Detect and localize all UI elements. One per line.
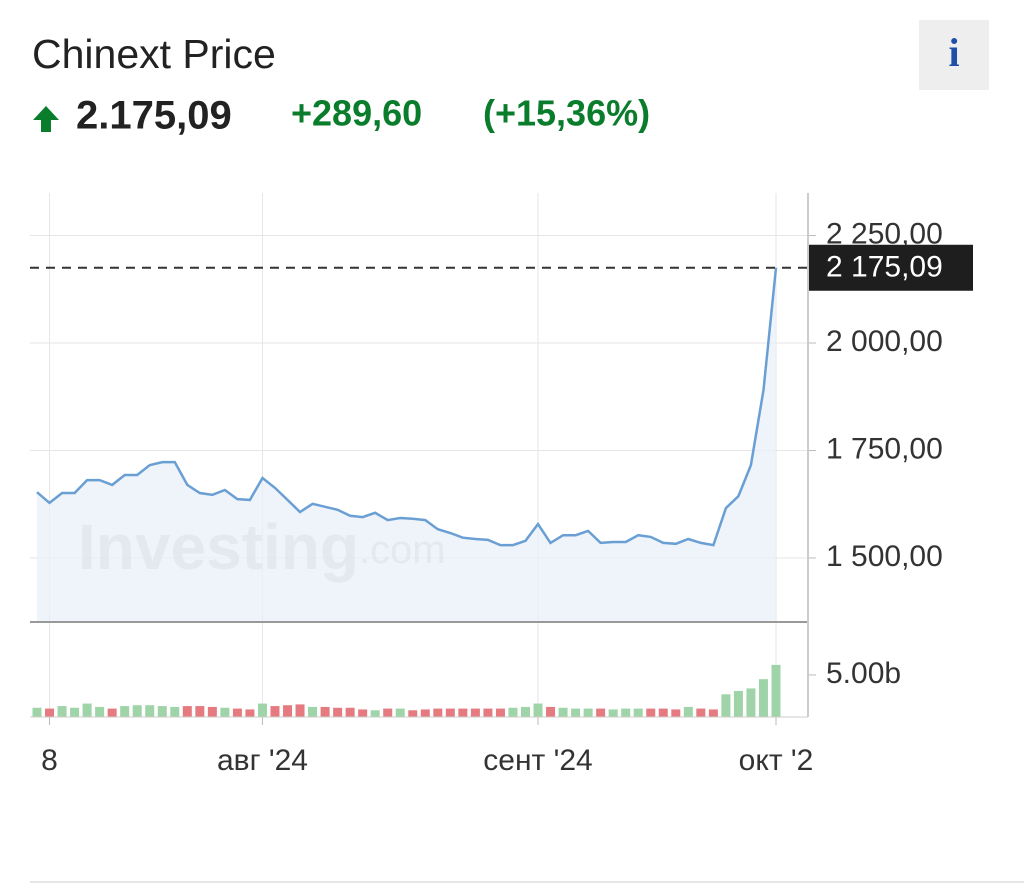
volume-bar: [370, 710, 380, 717]
volume-bar: [220, 707, 230, 717]
change: +289,60: [291, 93, 422, 134]
volume-bar: [533, 703, 543, 717]
info-button[interactable]: [919, 20, 989, 90]
last-price-box: [808, 244, 973, 291]
volume-bar: [283, 705, 293, 717]
volume-bar: [571, 708, 581, 717]
x-tick-label: окт '2: [739, 744, 814, 777]
volume-bar: [257, 703, 267, 717]
volume-bar: [546, 706, 556, 717]
price-line: [36, 267, 778, 547]
volume-bar: [733, 690, 743, 717]
volume-bar: [132, 705, 142, 717]
volume-bar: [82, 703, 92, 717]
volume-bar: [420, 709, 430, 717]
volume-bar: [721, 694, 731, 717]
y-tick-label: 2 000,00: [826, 325, 943, 358]
volume-bar: [182, 706, 192, 717]
volume-bar: [320, 706, 330, 717]
volume-bar: [145, 705, 155, 717]
volume-bar: [433, 708, 443, 717]
volume-bar: [57, 706, 67, 717]
volume-bar: [608, 709, 618, 717]
volume-bar: [458, 708, 468, 717]
volume-bar: [195, 706, 205, 717]
volume-bar: [120, 706, 130, 717]
volume-bar: [758, 679, 768, 717]
volume-bar: [583, 708, 593, 717]
volume-bar: [558, 707, 568, 717]
volume-bar: [658, 708, 668, 717]
volume-bar: [470, 708, 480, 717]
volume-bar: [621, 708, 631, 717]
volume-bar: [646, 708, 656, 717]
y2-tick-label: 5.00b: [826, 657, 901, 690]
volume-bar: [383, 708, 393, 717]
volume-bar: [207, 706, 217, 717]
x-tick-label: 8: [41, 744, 58, 777]
volume-bar: [708, 709, 718, 717]
volume-bar: [683, 706, 693, 717]
title: Chinext Price: [32, 31, 276, 77]
volume-bar: [345, 707, 355, 717]
volume-bar: [107, 708, 117, 717]
volume-bar: [633, 708, 643, 717]
x-tick-label: сент '24: [483, 744, 592, 777]
volume-bar: [696, 708, 706, 717]
volume-bar: [32, 707, 42, 717]
volume-bar: [520, 706, 530, 717]
volume-bar: [671, 709, 681, 717]
volume-bar: [508, 707, 518, 717]
volume-bar: [395, 708, 405, 717]
area: [37, 267, 776, 622]
volume-bar: [70, 707, 80, 717]
volume-bar: [483, 708, 493, 717]
change-pct: (+15,36%): [483, 93, 650, 134]
volume-bar: [445, 708, 455, 717]
last-price-label: 2 175,09: [826, 251, 943, 284]
volume-bar: [408, 710, 418, 717]
volume-bar: [157, 706, 167, 717]
volume-bar: [232, 708, 242, 717]
volume-bar: [358, 709, 368, 717]
y-tick-label: 1 500,00: [826, 540, 943, 573]
volume-bar: [295, 704, 305, 717]
volume-bar: [270, 706, 280, 717]
volume-bar: [170, 706, 180, 717]
volume-bar: [495, 708, 505, 717]
volume-bar: [45, 708, 55, 717]
x-tick-label: авг '24: [217, 744, 308, 777]
volume-bar: [596, 708, 606, 717]
volume-bar: [308, 706, 318, 717]
price: 2.175,09: [76, 94, 232, 138]
up-arrow: [33, 106, 59, 132]
volume-bar: [746, 688, 756, 717]
info-icon[interactable]: i: [948, 30, 959, 75]
volume-bar: [95, 706, 105, 717]
volume-bar: [245, 709, 255, 717]
y-tick-label: 1 750,00: [826, 432, 943, 465]
volume-bar: [333, 707, 343, 717]
volume-bar: [771, 664, 781, 717]
